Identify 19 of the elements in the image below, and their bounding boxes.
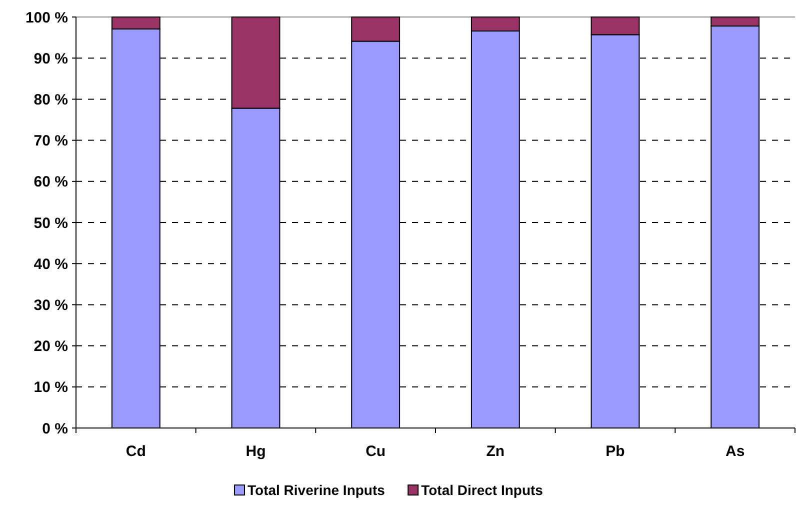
x-tick-label: Pb: [606, 443, 625, 460]
x-tick-label: Cu: [366, 443, 386, 460]
x-tick-label: Cd: [126, 443, 146, 460]
y-tick-label: 80 %: [34, 91, 68, 108]
y-tick-label: 0 %: [42, 420, 68, 438]
y-tick-label: 50 %: [34, 214, 68, 232]
y-tick-label: 40 %: [34, 256, 68, 273]
x-tick-label: Zn: [486, 443, 505, 460]
legend-label: Total Riverine Inputs: [248, 482, 386, 498]
y-tick-label: 30 %: [34, 296, 68, 314]
y-tick-label: 70 %: [34, 132, 68, 150]
y-tick-label: 100 %: [25, 9, 68, 26]
y-tick-label: 20 %: [34, 338, 68, 356]
x-tick-label: As: [725, 443, 745, 460]
x-tick-label: Hg: [246, 443, 266, 460]
y-tick-label: 60 %: [34, 174, 68, 191]
y-tick-label: 90 %: [34, 50, 68, 68]
legend-label: Total Direct Inputs: [421, 482, 544, 498]
y-tick-label: 10 %: [34, 379, 68, 396]
